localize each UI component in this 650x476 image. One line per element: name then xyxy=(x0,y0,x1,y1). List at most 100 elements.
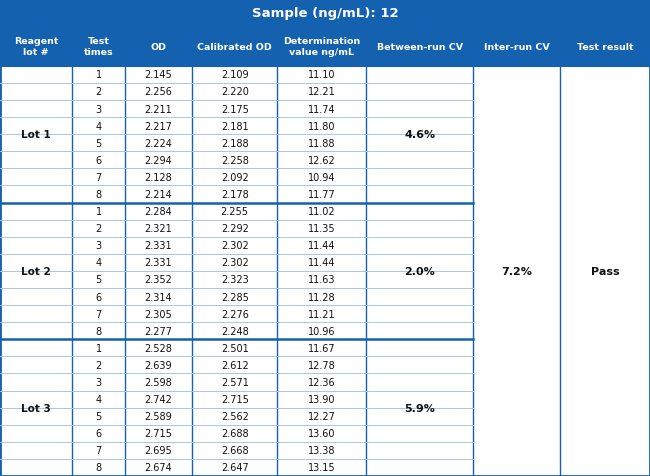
Bar xyxy=(0,357,72,374)
Bar xyxy=(278,67,366,84)
Text: 2.305: 2.305 xyxy=(145,309,172,319)
Text: 2.314: 2.314 xyxy=(145,292,172,302)
Text: 2.285: 2.285 xyxy=(221,292,249,302)
Text: Between-run CV: Between-run CV xyxy=(376,43,463,51)
Text: 5: 5 xyxy=(96,411,101,421)
Bar xyxy=(278,425,366,442)
Text: 2.284: 2.284 xyxy=(145,207,172,217)
Bar xyxy=(125,101,192,118)
Text: 5: 5 xyxy=(96,139,101,149)
Bar xyxy=(72,271,125,288)
Text: 1: 1 xyxy=(96,70,101,80)
Bar xyxy=(72,84,125,101)
Bar xyxy=(125,425,192,442)
Bar xyxy=(125,391,192,408)
Text: 8: 8 xyxy=(96,463,101,473)
Bar xyxy=(125,203,192,220)
Text: 2.188: 2.188 xyxy=(221,139,248,149)
Text: 2.109: 2.109 xyxy=(221,70,248,80)
Bar xyxy=(125,169,192,186)
Text: Reagent
lot #: Reagent lot # xyxy=(14,37,58,57)
Bar xyxy=(72,339,125,357)
Bar xyxy=(278,118,366,135)
Text: 11.02: 11.02 xyxy=(308,207,335,217)
Bar xyxy=(0,101,72,118)
Bar xyxy=(72,135,125,152)
Bar xyxy=(0,323,72,339)
Bar xyxy=(125,135,192,152)
Bar xyxy=(192,203,278,220)
Bar xyxy=(192,186,278,203)
Text: 2.220: 2.220 xyxy=(221,87,249,97)
Bar xyxy=(278,237,366,254)
Bar xyxy=(125,84,192,101)
Text: 11.80: 11.80 xyxy=(308,121,335,131)
Bar xyxy=(72,442,125,459)
Text: 11.44: 11.44 xyxy=(308,241,335,251)
Bar xyxy=(192,323,278,339)
Text: Calibrated OD: Calibrated OD xyxy=(198,43,272,51)
Bar xyxy=(0,459,72,476)
Text: 11.10: 11.10 xyxy=(308,70,335,80)
Bar xyxy=(0,203,72,220)
Text: 12.27: 12.27 xyxy=(308,411,335,421)
Bar xyxy=(278,288,366,306)
Bar xyxy=(278,357,366,374)
Bar xyxy=(278,28,366,67)
Bar xyxy=(72,288,125,306)
Bar xyxy=(72,152,125,169)
Text: 6: 6 xyxy=(96,428,101,438)
Text: Lot 2: Lot 2 xyxy=(21,267,51,276)
Text: 11.74: 11.74 xyxy=(308,104,335,114)
Text: 1: 1 xyxy=(96,343,101,353)
Bar xyxy=(0,67,72,84)
Bar xyxy=(473,28,560,67)
Text: 13.15: 13.15 xyxy=(308,463,335,473)
Text: Lot 1: Lot 1 xyxy=(21,130,51,140)
Bar xyxy=(192,357,278,374)
Text: 2.302: 2.302 xyxy=(221,241,248,251)
Text: 2.321: 2.321 xyxy=(145,224,172,234)
Text: 2: 2 xyxy=(96,224,101,234)
Text: 2.323: 2.323 xyxy=(221,275,248,285)
Text: 2: 2 xyxy=(96,87,101,97)
Text: Determination
value ng/mL: Determination value ng/mL xyxy=(283,37,360,57)
Text: 7: 7 xyxy=(96,446,101,456)
Bar xyxy=(278,101,366,118)
Text: 2.352: 2.352 xyxy=(144,275,172,285)
Text: 10.94: 10.94 xyxy=(308,172,335,182)
Text: 11.63: 11.63 xyxy=(308,275,335,285)
Text: 4: 4 xyxy=(96,121,101,131)
Bar xyxy=(192,425,278,442)
Text: 2.181: 2.181 xyxy=(221,121,248,131)
Bar xyxy=(0,442,72,459)
Bar xyxy=(72,67,125,84)
Bar xyxy=(72,374,125,391)
Bar xyxy=(0,135,72,152)
Bar xyxy=(125,459,192,476)
Bar xyxy=(0,306,72,323)
Text: 1: 1 xyxy=(96,207,101,217)
Bar xyxy=(125,374,192,391)
Text: 2.217: 2.217 xyxy=(144,121,172,131)
Bar xyxy=(125,28,192,67)
Bar xyxy=(0,118,72,135)
Text: Test result: Test result xyxy=(577,43,633,51)
Bar xyxy=(72,323,125,339)
Bar xyxy=(278,254,366,271)
Bar xyxy=(0,391,72,408)
Text: 2.501: 2.501 xyxy=(221,343,248,353)
Bar xyxy=(0,425,72,442)
Text: 13.38: 13.38 xyxy=(308,446,335,456)
Text: 11.21: 11.21 xyxy=(308,309,335,319)
Text: 2.598: 2.598 xyxy=(145,377,172,387)
Text: Test
times: Test times xyxy=(84,37,113,57)
Bar xyxy=(125,254,192,271)
Bar xyxy=(0,84,72,101)
Bar xyxy=(278,203,366,220)
Text: 2.528: 2.528 xyxy=(144,343,172,353)
Bar xyxy=(366,67,473,203)
Bar xyxy=(72,408,125,425)
Text: 11.67: 11.67 xyxy=(308,343,335,353)
Text: 11.44: 11.44 xyxy=(308,258,335,268)
